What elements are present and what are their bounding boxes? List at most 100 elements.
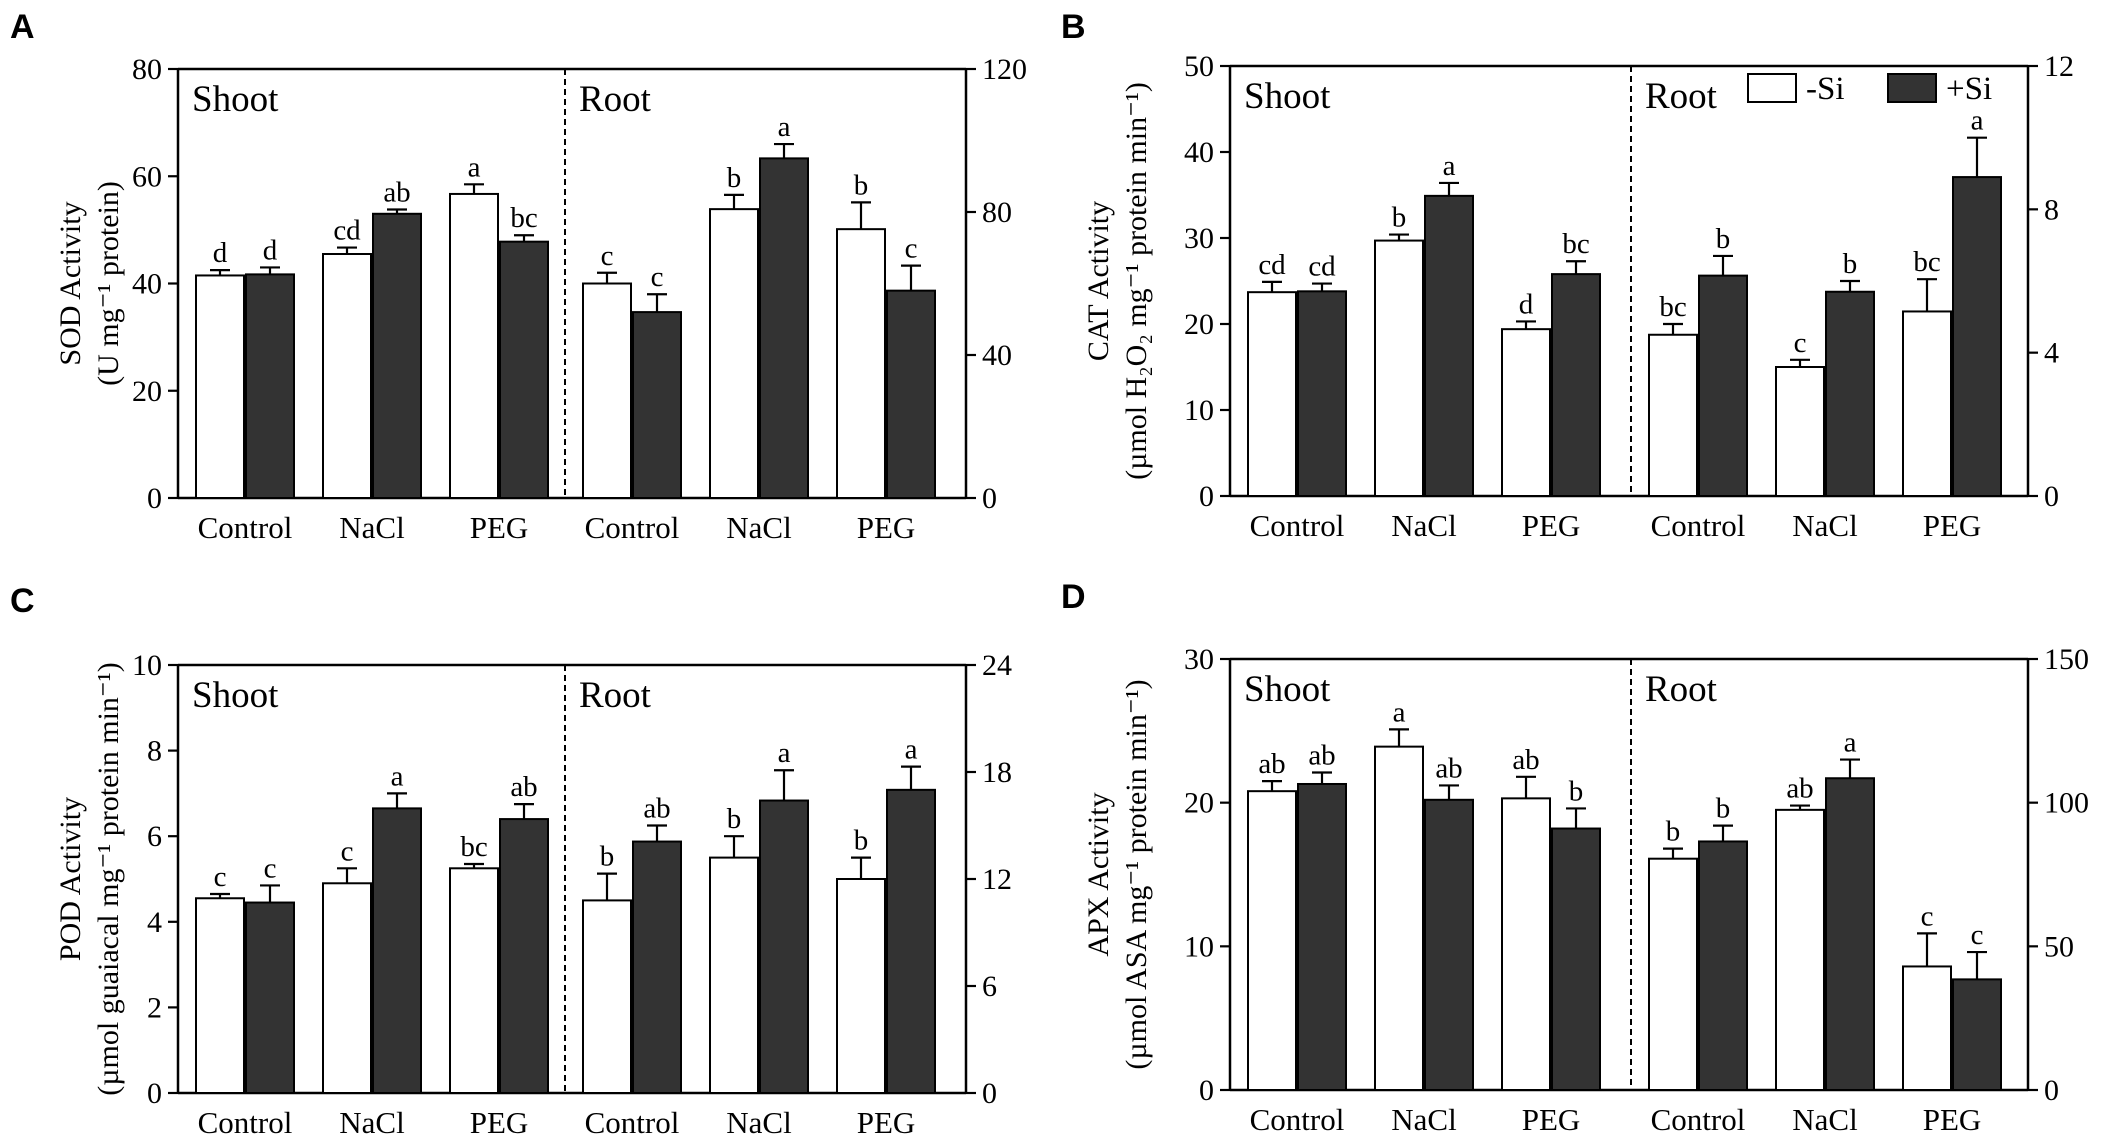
right-tick-label: 6 [982, 970, 997, 1003]
bar-plus-si [1297, 290, 1347, 497]
y-axis-title-line1: APX Activity [1082, 792, 1115, 956]
x-category-label: NaCl [1391, 1102, 1456, 1137]
significance-label: cd [333, 215, 361, 247]
left-tick-label: 30 [1184, 222, 1214, 255]
left-tick-label: 10 [132, 649, 162, 682]
significance-label: c [264, 852, 277, 884]
significance-label: c [651, 261, 664, 293]
right-tick-label: 120 [982, 53, 1027, 86]
section-label-root: Root [1645, 76, 1718, 117]
x-category-label: PEG [1923, 508, 1982, 543]
bar-minus-si [195, 897, 245, 1095]
bar-minus-si [1247, 291, 1297, 497]
bar-plus-si [499, 240, 549, 500]
significance-label: b [1716, 223, 1731, 255]
right-tick-label: 0 [2044, 1074, 2059, 1107]
panel-B: B 0 10 20 30 40 50 0 4 8 12 CAT Activity (µmol H₂O₂ … [1061, 8, 2074, 543]
bar-minus-si [1374, 239, 1424, 497]
y-axis-title-line2: (U mg⁻¹ protein) [92, 181, 125, 386]
bar-minus-si [1648, 333, 1698, 497]
right-tick-label: 40 [982, 339, 1012, 372]
x-category-label: Control [585, 1105, 680, 1140]
significance-label: c [1971, 919, 1984, 951]
significance-label: bc [1562, 228, 1589, 260]
bar-plus-si [1297, 782, 1347, 1091]
bar-plus-si [1698, 274, 1748, 497]
bar-minus-si [1648, 857, 1698, 1091]
significance-label: c [214, 861, 227, 893]
section-label-shoot: Shoot [1244, 669, 1331, 710]
x-category-label: NaCl [726, 510, 791, 545]
significance-label: a [778, 111, 791, 143]
significance-label: c [601, 240, 614, 272]
bar-plus-si [1424, 194, 1474, 498]
section-label-root: Root [579, 79, 652, 120]
significance-label: ab [383, 176, 410, 208]
y-axis-title-line2: (µmol ASA mg⁻¹ protein min⁻¹) [1120, 679, 1153, 1069]
significance-label: ab [1512, 744, 1539, 776]
left-tick-label: 40 [1184, 136, 1214, 169]
significance-label: d [263, 234, 278, 266]
bar-plus-si [1952, 978, 2002, 1091]
bar-plus-si [245, 901, 295, 1094]
bar-plus-si [1551, 273, 1601, 497]
significance-label: bc [1659, 291, 1686, 323]
right-tick-label: 150 [2044, 643, 2089, 676]
significance-label: a [1844, 727, 1857, 759]
left-tick-label: 20 [1184, 308, 1214, 341]
right-tick-label: 12 [2044, 50, 2074, 83]
right-tick-label: 0 [982, 1077, 997, 1110]
significance-label: bc [510, 202, 537, 234]
significance-label: b [854, 169, 869, 201]
significance-label: cd [1258, 249, 1286, 281]
bar-plus-si [1424, 798, 1474, 1091]
x-category-label: Control [1651, 1102, 1746, 1137]
bar-plus-si [1698, 840, 1748, 1091]
significance-label: a [1971, 105, 1984, 137]
left-tick-label: 50 [1184, 50, 1214, 83]
y-axis-title: POD Activity (µmol guaiacal mg⁻¹ protein … [54, 662, 125, 1096]
significance-label: b [727, 162, 742, 194]
significance-label: a [468, 151, 481, 183]
bar-plus-si [759, 799, 809, 1094]
right-tick-label: 8 [2044, 193, 2059, 226]
left-tick-label: 80 [132, 53, 162, 86]
significance-label: b [854, 825, 869, 857]
x-category-label: PEG [1923, 1102, 1982, 1137]
panel-letter: A [10, 8, 35, 46]
significance-label: b [1716, 793, 1731, 825]
bar-minus-si [449, 192, 499, 499]
bar-minus-si [582, 282, 632, 499]
bar-minus-si [1501, 328, 1551, 497]
section-label-shoot: Shoot [192, 675, 279, 716]
x-category-label: Control [198, 1105, 293, 1140]
left-tick-label: 8 [147, 735, 162, 768]
significance-label: c [341, 835, 354, 867]
left-tick-label: 6 [147, 820, 162, 853]
significance-label: a [391, 760, 404, 792]
significance-label: a [905, 734, 918, 766]
bar-plus-si [759, 157, 809, 499]
significance-label: b [1666, 816, 1681, 848]
legend-label-minus-si: -Si [1806, 71, 1845, 107]
bar-plus-si [886, 788, 936, 1094]
right-tick-label: 0 [2044, 480, 2059, 513]
significance-label: b [1392, 202, 1407, 234]
right-tick-label: 80 [982, 196, 1012, 229]
bar-minus-si [582, 899, 632, 1095]
y-axis-title-line1: SOD Activity [54, 201, 87, 365]
significance-label: d [213, 237, 228, 269]
significance-label: ab [1786, 773, 1813, 805]
left-tick-label: 4 [147, 906, 162, 939]
left-tick-label: 40 [132, 268, 162, 301]
bar-minus-si [322, 882, 372, 1095]
significance-label: cd [1308, 251, 1336, 283]
bar-plus-si [632, 840, 682, 1094]
y-axis-title: APX Activity (µmol ASA mg⁻¹ protein min⁻¹… [1082, 679, 1153, 1069]
panel-A: A 0 20 40 60 80 0 40 80 120 SOD Activity (U mg⁻¹ pr… [10, 8, 1027, 545]
bar-plus-si [886, 289, 936, 499]
y-axis-title-line1: CAT Activity [1082, 201, 1115, 361]
right-tick-label: 24 [982, 649, 1012, 682]
section-label-root: Root [1645, 669, 1718, 710]
